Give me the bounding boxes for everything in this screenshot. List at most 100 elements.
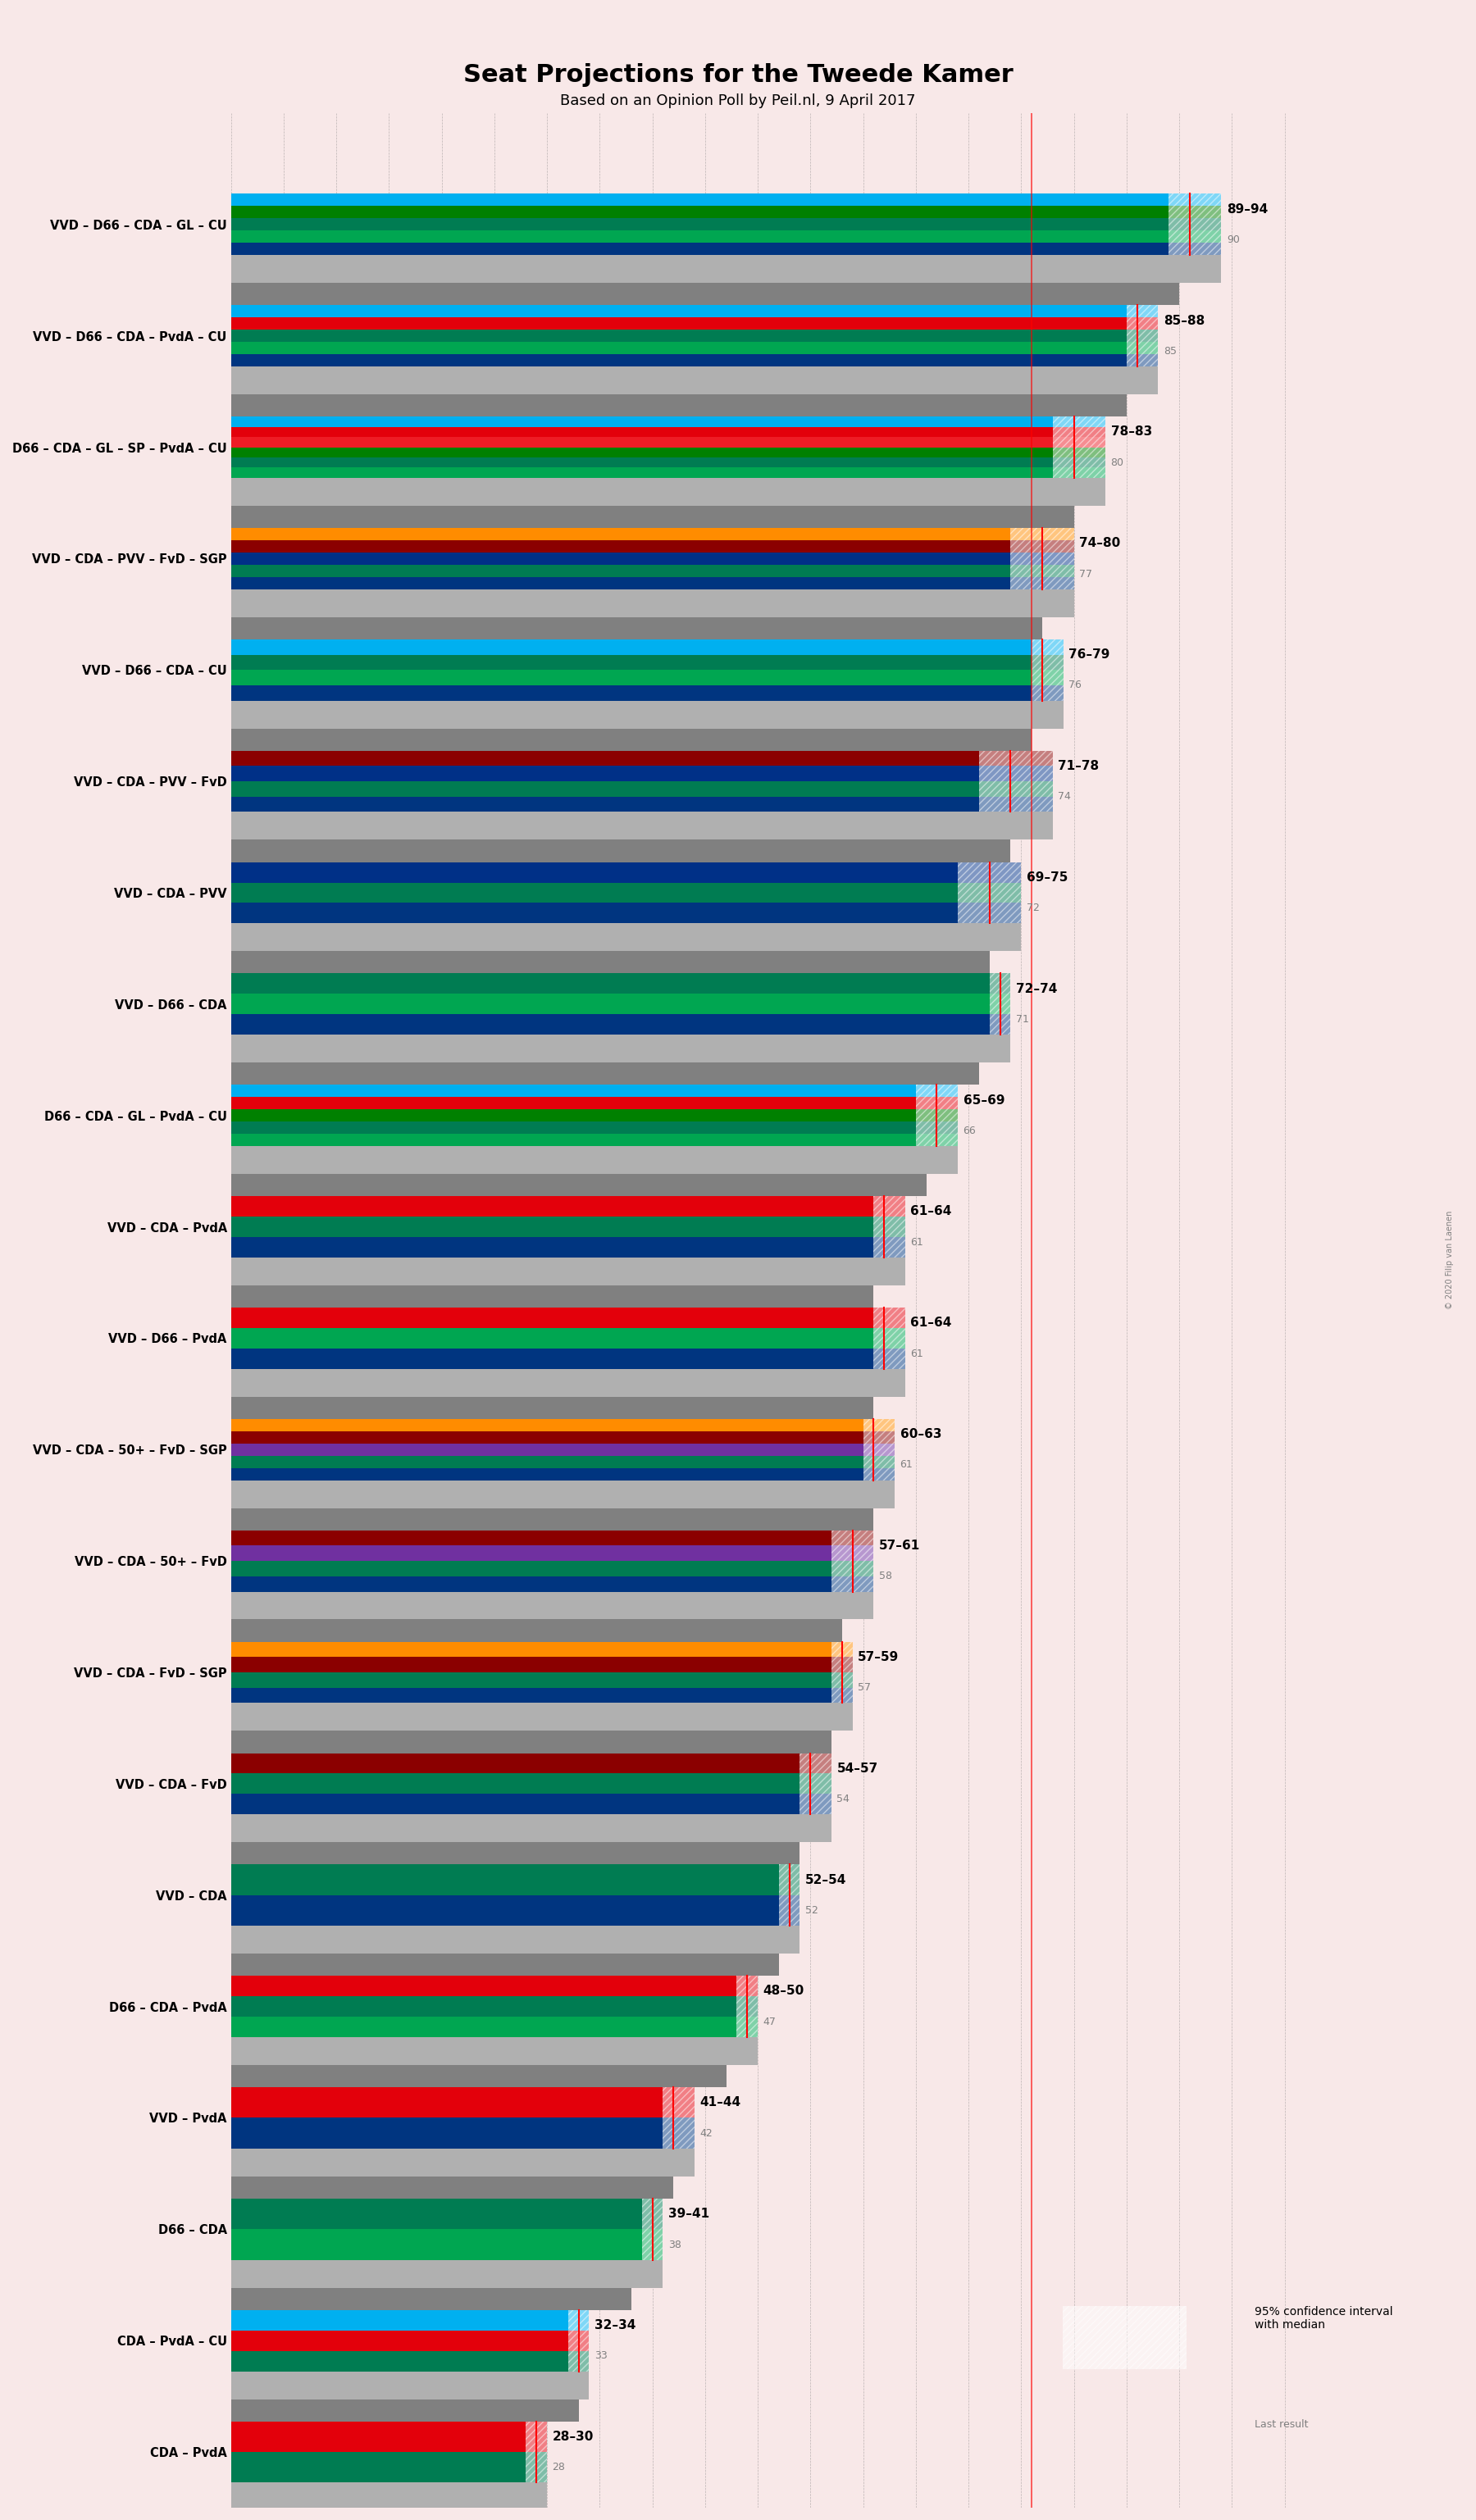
Bar	[230, 2510, 525, 2520]
Bar	[230, 1976, 757, 1996]
Bar	[230, 1285, 874, 1308]
Bar	[230, 922, 1021, 950]
Text: 72: 72	[1026, 902, 1039, 912]
Text: 71–78: 71–78	[1058, 761, 1100, 771]
Bar	[230, 781, 1052, 796]
Bar	[230, 751, 1052, 766]
Bar	[230, 670, 1063, 685]
Text: 52–54: 52–54	[804, 1875, 846, 1885]
Bar	[230, 1217, 905, 1237]
Bar	[230, 950, 989, 973]
Text: 61: 61	[911, 1237, 924, 1247]
Bar	[230, 1673, 853, 1688]
Bar	[230, 2177, 673, 2197]
Text: 32–34: 32–34	[595, 2318, 636, 2331]
Bar	[230, 282, 1179, 305]
Bar	[230, 701, 1063, 728]
Bar	[230, 343, 1159, 355]
Bar	[230, 862, 1021, 882]
Text: 61–64: 61–64	[911, 1205, 952, 1217]
Text: 89–94: 89–94	[1227, 204, 1268, 214]
Bar	[230, 1109, 958, 1121]
Bar	[831, 1641, 853, 1704]
Bar	[230, 1658, 853, 1673]
Bar	[230, 1507, 874, 1530]
Bar	[230, 1134, 958, 1147]
Bar	[230, 255, 1221, 282]
Bar	[230, 539, 1075, 552]
Bar	[230, 796, 1052, 811]
Bar	[230, 1774, 831, 1794]
Bar	[230, 552, 1075, 564]
Text: Last result: Last result	[1255, 2419, 1308, 2429]
Bar	[230, 2016, 757, 2036]
Bar	[230, 1842, 800, 1865]
Bar	[230, 416, 1106, 426]
Bar	[874, 1197, 905, 1257]
Text: 90: 90	[1227, 234, 1240, 244]
Bar	[230, 766, 1052, 781]
Bar	[230, 882, 1021, 902]
Text: 42: 42	[700, 2127, 713, 2139]
Bar	[230, 617, 1042, 640]
Bar	[230, 1641, 853, 1658]
Text: 57–61: 57–61	[878, 1540, 920, 1552]
Text: 69–75: 69–75	[1026, 872, 1067, 885]
Text: Based on an Opinion Poll by Peil.nl, 9 April 2017: Based on an Opinion Poll by Peil.nl, 9 A…	[561, 93, 915, 108]
Bar	[230, 2117, 695, 2150]
Text: 95% confidence interval
with median: 95% confidence interval with median	[1255, 2306, 1393, 2331]
Bar	[230, 194, 1221, 207]
Bar	[230, 507, 1075, 529]
Bar	[230, 728, 1032, 751]
Bar	[230, 640, 1063, 655]
Bar	[230, 219, 1221, 232]
Bar	[230, 1545, 874, 1560]
Bar	[989, 973, 1011, 1036]
Bar	[230, 1419, 894, 1431]
Bar	[737, 1976, 757, 2036]
Bar	[230, 1593, 874, 1620]
Bar	[230, 2331, 589, 2351]
Bar	[230, 1731, 831, 1754]
Bar	[230, 1688, 853, 1704]
Bar	[230, 1016, 1011, 1036]
Bar	[230, 655, 1063, 670]
Bar	[230, 1996, 757, 2016]
Bar	[1169, 194, 1221, 255]
Bar	[568, 2311, 589, 2371]
Bar	[230, 1925, 800, 1953]
Bar	[779, 1865, 800, 1925]
Text: 58: 58	[878, 1570, 892, 1583]
Bar	[230, 1348, 905, 1368]
Bar	[230, 330, 1159, 343]
Text: 74: 74	[1058, 791, 1072, 801]
Bar	[230, 436, 1106, 446]
Bar	[230, 1396, 874, 1419]
Text: 66: 66	[964, 1126, 976, 1137]
Bar	[1126, 305, 1159, 365]
Text: 85–88: 85–88	[1163, 315, 1204, 328]
Bar	[230, 1865, 800, 1895]
Text: 61: 61	[900, 1459, 912, 1469]
Bar	[230, 479, 1106, 507]
Bar	[230, 2422, 548, 2452]
Bar	[874, 1308, 905, 1368]
Bar	[230, 1895, 800, 1925]
Text: 41–44: 41–44	[700, 2097, 741, 2109]
Bar	[230, 1121, 958, 1134]
Bar	[663, 2087, 695, 2150]
Text: 33: 33	[595, 2351, 607, 2361]
Bar	[525, 2422, 548, 2482]
Bar	[230, 469, 1106, 479]
Bar	[230, 1560, 874, 1578]
Text: 78–83: 78–83	[1111, 426, 1151, 438]
Bar	[230, 564, 1075, 577]
Bar	[230, 1328, 905, 1348]
Bar	[230, 811, 1052, 839]
Bar	[230, 1431, 894, 1444]
Bar	[230, 1444, 894, 1457]
Bar	[230, 1754, 831, 1774]
Text: 57–59: 57–59	[858, 1651, 899, 1663]
Bar	[230, 993, 1011, 1016]
Text: 28–30: 28–30	[552, 2432, 593, 2442]
